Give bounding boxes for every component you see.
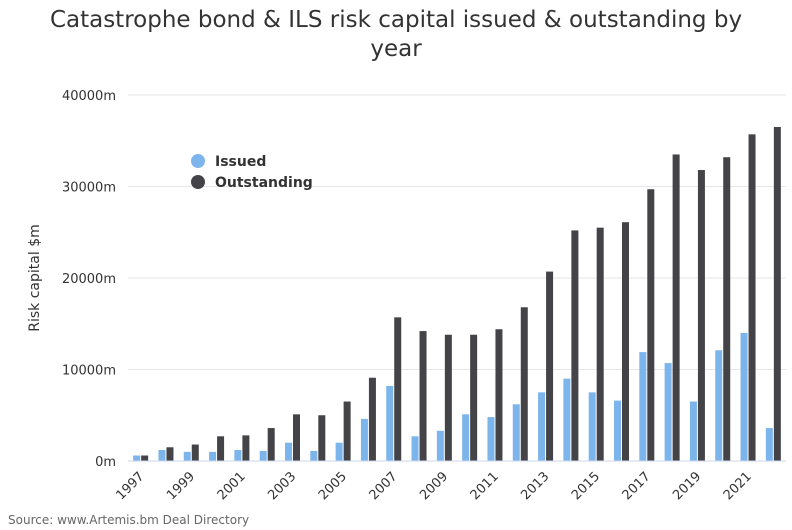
x-tick-label: 2015 (569, 469, 603, 503)
bar-issued-2002 (259, 450, 267, 461)
bar-issued-1999 (183, 451, 191, 461)
bar-issued-2008 (411, 436, 419, 461)
chart-title-text: Catastrophe bond & ILS risk capital issu… (49, 7, 743, 62)
bar-issued-1997 (133, 455, 141, 461)
x-axis-ticks: 1997 1999 2001 2003 2005 2007 2009 2011 2013 2015… (113, 469, 754, 503)
bar-outstanding-2016 (622, 222, 629, 461)
bar-issued-2006 (360, 418, 368, 461)
x-tick-label: 2005 (316, 469, 350, 503)
bar-issued-2014 (563, 378, 571, 461)
x-tick-label: 2009 (417, 469, 451, 503)
y-tick-label: 20000m (62, 272, 116, 287)
bar-issued-2017 (639, 352, 647, 461)
bar-issued-2010 (462, 414, 470, 461)
gridlines (128, 94, 786, 370)
y-tick-label: 40000m (62, 89, 116, 104)
bar-outstanding-2011 (495, 329, 503, 461)
bar-issued-2005 (335, 442, 343, 461)
y-axis-label: Risk capital $m (27, 224, 43, 331)
bar-issued-2020 (715, 350, 723, 461)
bar-issued-2004 (310, 450, 318, 461)
bar-outstanding-2008 (419, 331, 427, 461)
bar-outstanding-2009 (444, 334, 452, 461)
bar-issued-2012 (512, 404, 520, 461)
bar-issued-2015 (588, 392, 596, 461)
x-tick-label: 2011 (468, 469, 502, 503)
bar-outstanding-2019 (697, 170, 705, 461)
bar-issued-2013 (538, 392, 546, 461)
x-tick-label: 2007 (367, 469, 401, 503)
x-tick-label: 2003 (265, 469, 299, 503)
bar-outstanding-2000 (217, 436, 225, 461)
bar-outstanding-1997 (141, 455, 149, 461)
legend-marker-issued (191, 154, 205, 168)
bar-outstanding-2022 (773, 127, 781, 462)
bar-outstanding-2001 (242, 435, 250, 461)
bar-outstanding-2017 (647, 189, 655, 461)
bar-issued-2000 (209, 451, 217, 461)
bar-outstanding-2013 (546, 271, 554, 461)
bars (133, 127, 781, 462)
bar-chart: 0m 10000m 20000m 30000m 40000m Risk capital … (27, 89, 786, 503)
legend-label-issued: Issued (215, 154, 266, 170)
y-tick-label: 30000m (62, 181, 116, 196)
bar-issued-1998 (158, 450, 166, 461)
bar-issued-2001 (234, 450, 242, 461)
x-tick-label: 2013 (518, 469, 552, 503)
bar-issued-2011 (487, 417, 495, 461)
bar-issued-2018 (664, 363, 672, 461)
bar-outstanding-2004 (318, 415, 326, 461)
bar-outstanding-2010 (470, 334, 478, 461)
bar-outstanding-2007 (394, 317, 402, 461)
bar-issued-2009 (436, 430, 444, 461)
legend-label-outstanding: Outstanding (215, 175, 313, 191)
bar-issued-2007 (386, 385, 394, 461)
x-tick-label: 1997 (113, 469, 147, 503)
bar-issued-2019 (689, 401, 697, 461)
bar-issued-2022 (765, 428, 773, 461)
bar-outstanding-1999 (191, 444, 199, 461)
x-tick-label: 2017 (620, 469, 654, 503)
bar-outstanding-2015 (596, 227, 604, 461)
y-tick-label: 10000m (62, 364, 116, 379)
bar-outstanding-2021 (748, 134, 756, 461)
bar-issued-2003 (285, 442, 292, 461)
x-tick-label: 2021 (721, 469, 755, 503)
y-tick-label: 0m (95, 455, 116, 470)
bar-outstanding-2002 (267, 428, 275, 461)
source-note: Source: www.Artemis.bm Deal Directory (8, 513, 250, 527)
y-axis-ticks: 0m 10000m 20000m 30000m 40000m (62, 89, 116, 470)
bar-outstanding-2006 (368, 377, 376, 461)
legend-marker-outstanding (191, 175, 205, 189)
bar-outstanding-2014 (571, 230, 579, 461)
bar-outstanding-2005 (343, 401, 351, 461)
chart-title: Catastrophe bond & ILS risk capital issu… (0, 6, 792, 64)
bar-issued-2016 (614, 400, 621, 461)
legend: Issued Outstanding (191, 154, 313, 191)
x-tick-label: 2019 (670, 469, 704, 503)
bar-outstanding-2012 (520, 307, 528, 461)
bar-outstanding-1998 (166, 447, 174, 461)
bar-outstanding-2003 (293, 414, 300, 461)
bar-outstanding-2020 (723, 157, 731, 461)
x-tick-label: 2001 (215, 469, 249, 503)
bar-issued-2021 (740, 332, 748, 461)
bar-outstanding-2018 (672, 154, 680, 461)
x-tick-label: 1999 (164, 469, 198, 503)
